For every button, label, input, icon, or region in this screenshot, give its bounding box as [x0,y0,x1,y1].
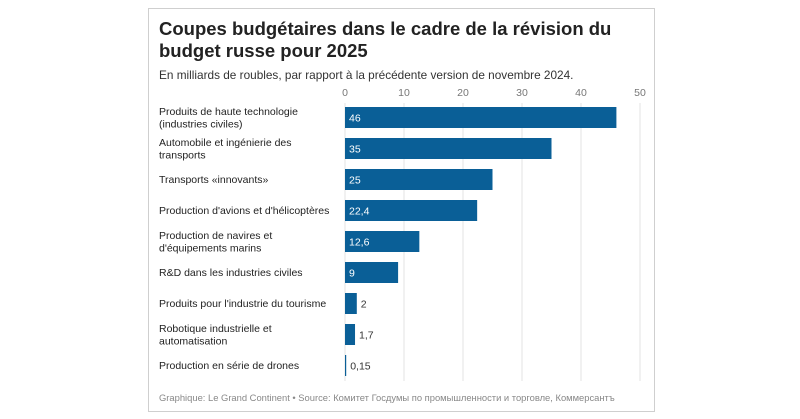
data-label: 9 [349,268,355,280]
chart-source: Graphique: Le Grand Continent • Source: … [159,392,615,403]
bar [345,355,347,376]
data-label: 1,7 [359,330,374,342]
x-tick-label: 20 [457,87,469,99]
data-label: 0,15 [350,361,371,373]
data-label: 46 [349,113,361,125]
category-label: R&D dans les industries civiles [159,267,303,279]
chart-subtitle: En milliards de roubles, par rapport à l… [159,68,574,82]
x-tick-label: 10 [398,87,410,99]
x-tick-label: 30 [516,87,528,99]
bar [345,200,478,221]
bar [345,169,493,190]
bar [345,231,420,252]
data-label: 2 [361,299,367,311]
bar-chart: 0 10 20 30 40 50 Produits de haute technologie… [159,87,646,381]
category-label: Production de navires et d'équipements ma… [159,230,272,255]
bar [345,138,552,159]
bar [345,107,617,128]
x-tick-label: 40 [575,87,587,99]
x-tick-label: 50 [634,87,646,99]
bar [345,293,357,314]
category-label: Production en série de drones [159,360,299,372]
data-label: 22,4 [349,206,370,218]
category-label: Produits de haute technologie (industries… [159,106,298,131]
category-label: Produits pour l'industrie du tourisme [159,298,326,310]
data-label: 25 [349,175,361,187]
bar [345,262,399,283]
category-label: Transports «innovants» [159,174,268,186]
category-label: Automobile et ingénierie des transports [159,137,292,162]
x-tick-label: 0 [342,87,348,99]
chart-card: Coupes budgétaires dans le cadre de la r… [148,8,655,412]
data-label: 35 [349,144,361,156]
chart-title: Coupes budgétaires dans le cadre de la r… [159,18,612,61]
category-label: Robotique industrielle et automatisation [159,323,272,348]
bar [345,324,356,345]
data-label: 12,6 [349,237,370,249]
category-label: Production d'avions et d'hélicoptères [159,205,329,217]
